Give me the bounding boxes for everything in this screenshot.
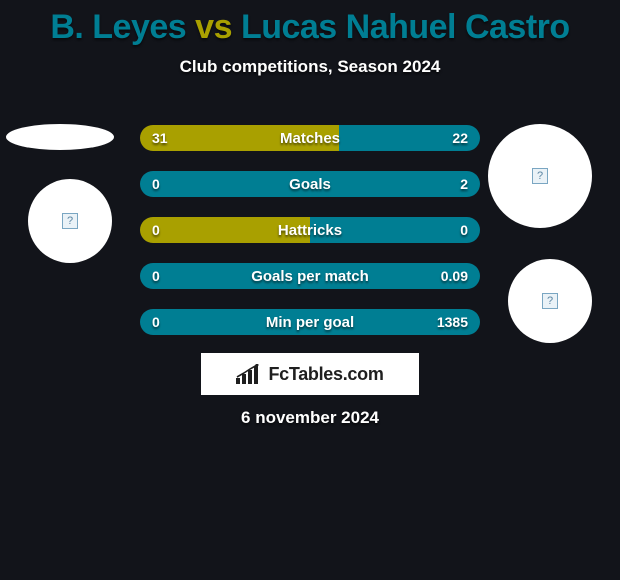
- comparison-bars: Matches3122Goals02Hattricks00Goals per m…: [140, 125, 480, 355]
- player2-value: 1385: [437, 309, 468, 335]
- subtitle: Club competitions, Season 2024: [0, 57, 620, 77]
- stat-row: Matches31 22: [140, 125, 480, 151]
- player1-value: 31: [152, 125, 168, 151]
- stat-label: Goals: [140, 171, 480, 197]
- stat-label: Hattricks: [140, 217, 480, 243]
- vs-label: vs: [195, 8, 232, 46]
- stat-label: Goals per match: [140, 263, 480, 289]
- date-stamp: 6 november 2024: [0, 408, 620, 428]
- stat-label: Min per goal: [140, 309, 480, 335]
- bar-chart-icon: [236, 364, 262, 384]
- branding-text: FcTables.com: [268, 364, 383, 385]
- player1-value: 0: [152, 217, 160, 243]
- player2-value: 2: [460, 171, 468, 197]
- stat-row: Goals per match0 0.09: [140, 263, 480, 289]
- stat-row: Min per goal0 1385: [140, 309, 480, 335]
- player1-value: 0: [152, 171, 160, 197]
- player1-value: 0: [152, 309, 160, 335]
- ellipse-decoration: [6, 124, 114, 150]
- player1-name: B. Leyes: [50, 8, 186, 46]
- image-placeholder-icon: ?: [532, 168, 548, 184]
- player2-value: 22: [452, 125, 468, 151]
- stat-row: Goals0 2: [140, 171, 480, 197]
- player2-avatar-bottom: ?: [508, 259, 592, 343]
- image-placeholder-icon: ?: [62, 213, 78, 229]
- player1-value: 0: [152, 263, 160, 289]
- player2-value: 0.09: [441, 263, 468, 289]
- player2-name: Lucas Nahuel Castro: [241, 8, 570, 46]
- stat-label: Matches: [140, 125, 480, 151]
- player2-value: 0: [460, 217, 468, 243]
- stat-row: Hattricks0 0: [140, 217, 480, 243]
- player2-avatar-top: ?: [488, 124, 592, 228]
- player1-avatar: ?: [28, 179, 112, 263]
- image-placeholder-icon: ?: [542, 293, 558, 309]
- branding-box: FcTables.com: [201, 353, 419, 395]
- comparison-title: B. Leyes vs Lucas Nahuel Castro: [0, 0, 620, 47]
